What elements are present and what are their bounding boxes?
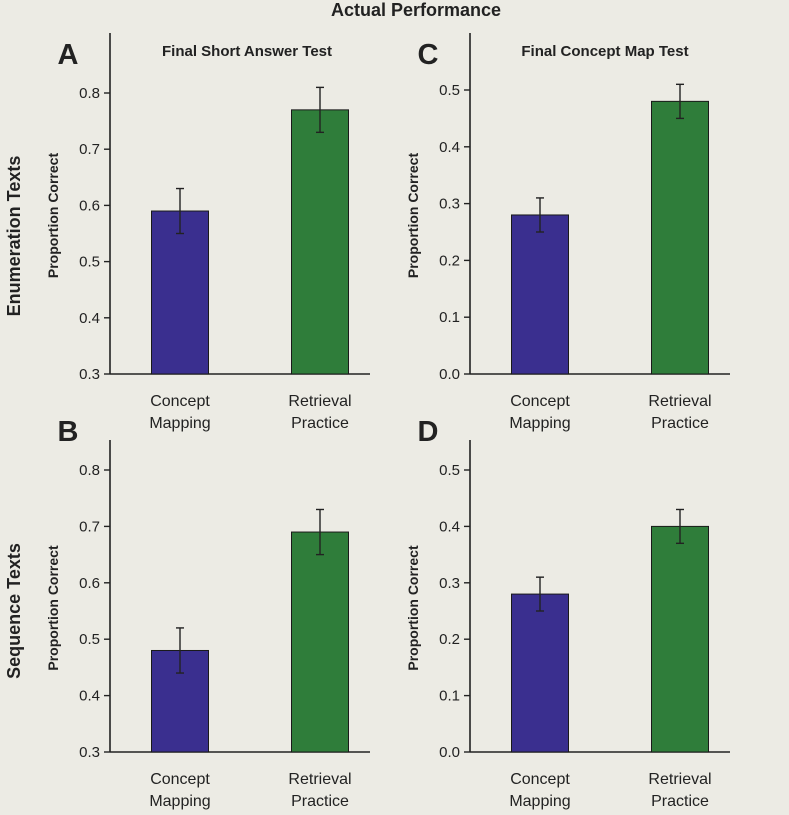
panel-letter: A — [58, 39, 79, 71]
row-label-enumeration: Enumeration Texts — [4, 156, 24, 317]
y-axis-label: Proportion Correct — [45, 545, 61, 671]
category-label: Mapping — [149, 415, 210, 432]
category-label: Retrieval — [288, 393, 351, 410]
category-label: Practice — [651, 415, 709, 432]
bar-retrieval-practice — [651, 525, 709, 753]
y-tick-label: 0.1 — [439, 688, 460, 705]
y-tick-label: 0.3 — [79, 744, 100, 761]
y-tick-label: 0.2 — [439, 631, 460, 648]
bar-retrieval-practice — [291, 109, 349, 375]
category-label: Practice — [291, 793, 349, 810]
y-tick-label: 0.7 — [79, 518, 100, 535]
y-axis-label: Proportion Correct — [405, 545, 421, 671]
panel-title: Final Short Answer Test — [162, 43, 332, 60]
bar-concept-mapping — [511, 214, 569, 375]
y-tick-label: 0.6 — [79, 197, 100, 214]
category-label: Practice — [291, 415, 349, 432]
panel-title: Final Concept Map Test — [521, 43, 688, 60]
panel-b: B Proportion Correct 0.3 0.4 0.5 0.6 0.7 0.8 Con… — [45, 416, 370, 810]
y-tick-label: 0.4 — [79, 688, 100, 705]
y-tick-label: 0.7 — [79, 141, 100, 158]
bar-retrieval-practice — [291, 531, 349, 753]
y-tick-label: 0.5 — [439, 462, 460, 479]
panels: A Final Short Answer Test Proportion Corre… — [45, 33, 730, 810]
category-label: Practice — [651, 793, 709, 810]
panel-c: C Final Concept Map Test Proportion Correc… — [405, 33, 730, 432]
bar-concept-mapping — [151, 210, 209, 375]
y-tick-label: 0.8 — [79, 462, 100, 479]
bar-concept-mapping — [511, 593, 569, 753]
category-label: Mapping — [149, 793, 210, 810]
category-label: Concept — [510, 771, 570, 788]
y-tick-label: 0.3 — [439, 196, 460, 213]
y-tick-label: 0.6 — [79, 575, 100, 592]
category-label: Mapping — [509, 415, 570, 432]
category-label: Mapping — [509, 793, 570, 810]
y-tick-label: 0.4 — [439, 518, 460, 535]
y-tick-label: 0.0 — [439, 366, 460, 383]
panel-letter: C — [418, 39, 439, 71]
y-tick-label: 0.1 — [439, 309, 460, 326]
panel-letter: B — [58, 416, 79, 448]
category-label: Concept — [510, 393, 570, 410]
y-tick-label: 0.8 — [79, 85, 100, 102]
y-tick-label: 0.5 — [79, 631, 100, 648]
category-label: Concept — [150, 771, 210, 788]
category-label: Retrieval — [288, 771, 351, 788]
y-tick-label: 0.2 — [439, 252, 460, 269]
panel-letter: D — [418, 416, 439, 448]
y-tick-label: 0.3 — [439, 575, 460, 592]
panel-d: D Proportion Correct 0.0 0.1 0.2 0.3 0.4 0.5 Con… — [405, 416, 730, 810]
row-label-sequence: Sequence Texts — [4, 543, 24, 679]
y-tick-label: 0.0 — [439, 744, 460, 761]
y-axis-label: Proportion Correct — [45, 153, 61, 279]
panel-a: A Final Short Answer Test Proportion Corre… — [45, 33, 370, 432]
y-tick-label: 0.4 — [79, 310, 100, 327]
category-label: Retrieval — [648, 771, 711, 788]
y-tick-label: 0.3 — [79, 366, 100, 383]
category-label: Retrieval — [648, 393, 711, 410]
category-label: Concept — [150, 393, 210, 410]
y-tick-label: 0.5 — [79, 254, 100, 271]
bar-retrieval-practice — [651, 100, 709, 375]
figure-title: Actual Performance — [331, 0, 501, 20]
y-tick-label: 0.4 — [439, 139, 460, 156]
y-axis-label: Proportion Correct — [405, 153, 421, 279]
y-tick-label: 0.5 — [439, 82, 460, 99]
